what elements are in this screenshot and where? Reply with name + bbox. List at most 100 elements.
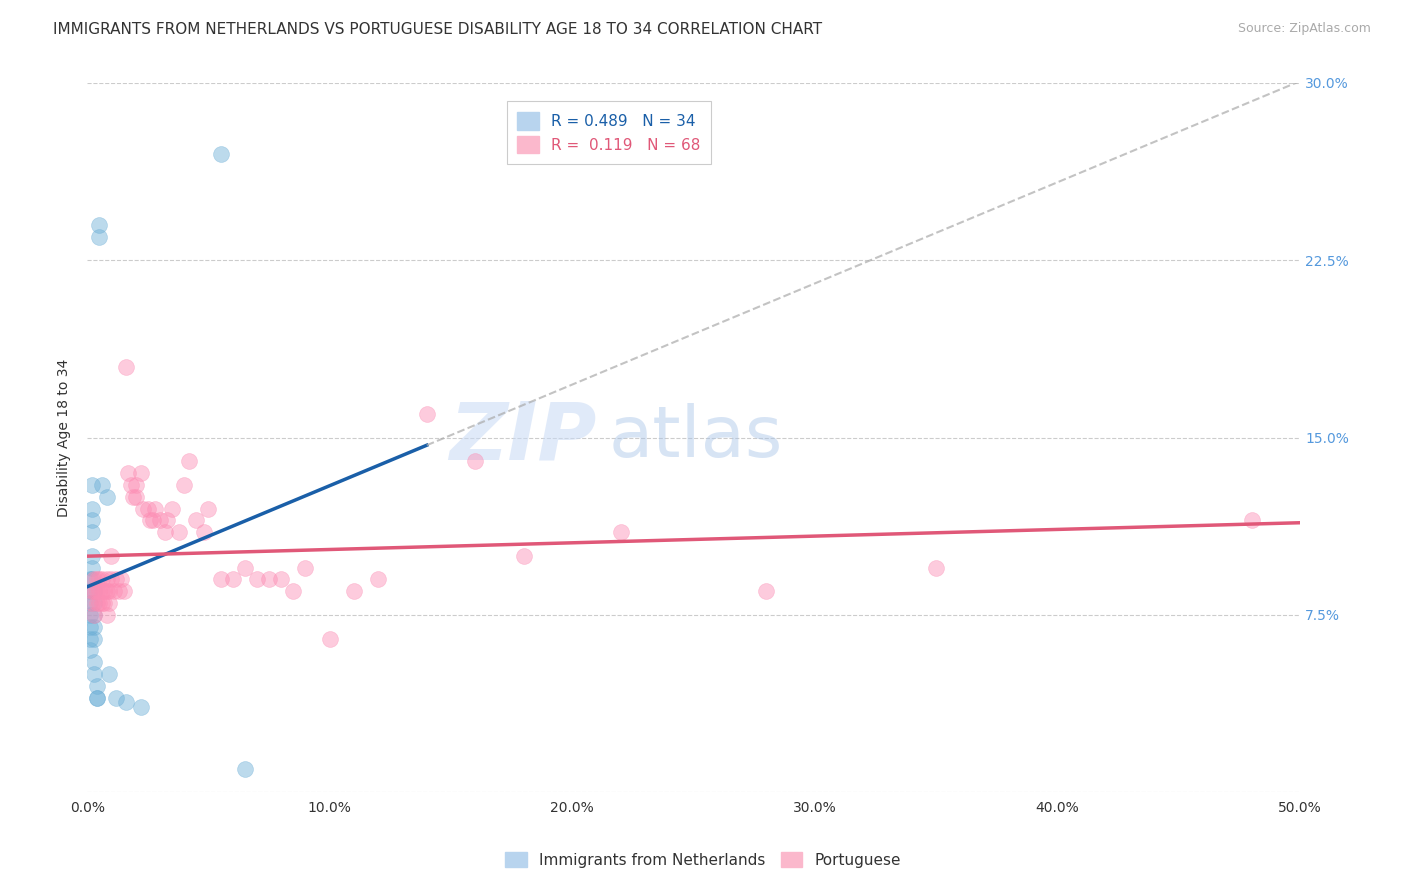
Point — [80, 525, 103, 540]
Text: ZIP: ZIP — [449, 399, 596, 476]
Point — [83, 573, 105, 587]
Point — [139, 513, 162, 527]
Point — [79, 643, 101, 657]
Point — [79, 573, 101, 587]
Point — [89, 218, 111, 232]
Point — [98, 596, 121, 610]
Point — [90, 584, 112, 599]
Point — [169, 525, 191, 540]
Point — [80, 513, 103, 527]
Point — [122, 490, 145, 504]
Point — [110, 573, 132, 587]
Legend: Immigrants from Netherlands, Portuguese: Immigrants from Netherlands, Portuguese — [498, 844, 908, 875]
Point — [343, 584, 366, 599]
Point — [98, 667, 121, 681]
Point — [83, 596, 105, 610]
Point — [83, 607, 105, 622]
Point — [257, 573, 280, 587]
Point — [209, 573, 232, 587]
Point — [149, 513, 172, 527]
Legend: R = 0.489   N = 34, R =  0.119   N = 68: R = 0.489 N = 34, R = 0.119 N = 68 — [506, 101, 711, 164]
Point — [136, 501, 159, 516]
Text: Source: ZipAtlas.com: Source: ZipAtlas.com — [1237, 22, 1371, 36]
Point — [283, 584, 305, 599]
Point — [124, 490, 146, 504]
Point — [233, 560, 256, 574]
Point — [112, 584, 135, 599]
Point — [86, 596, 108, 610]
Point — [153, 525, 176, 540]
Point — [80, 596, 103, 610]
Point — [96, 584, 118, 599]
Point — [79, 620, 101, 634]
Y-axis label: Disability Age 18 to 34: Disability Age 18 to 34 — [58, 359, 72, 516]
Point — [233, 762, 256, 776]
Point — [86, 690, 108, 705]
Point — [186, 513, 208, 527]
Point — [117, 466, 139, 480]
Point — [105, 573, 128, 587]
Point — [124, 478, 146, 492]
Point — [143, 501, 166, 516]
Point — [96, 607, 118, 622]
Point — [83, 632, 105, 646]
Point — [98, 584, 121, 599]
Point — [246, 573, 269, 587]
Point — [86, 573, 108, 587]
Point — [80, 501, 103, 516]
Point — [115, 695, 138, 709]
Point — [197, 501, 219, 516]
Point — [610, 525, 633, 540]
Point — [79, 584, 101, 599]
Point — [80, 584, 103, 599]
Point — [90, 478, 112, 492]
Point — [115, 359, 138, 374]
Point — [86, 584, 108, 599]
Point — [90, 573, 112, 587]
Point — [129, 700, 152, 714]
Point — [89, 229, 111, 244]
Point — [89, 584, 111, 599]
Point — [319, 632, 342, 646]
Point — [89, 596, 111, 610]
Point — [80, 549, 103, 563]
Point — [294, 560, 316, 574]
Point — [107, 584, 129, 599]
Point — [173, 478, 195, 492]
Point — [156, 513, 179, 527]
Point — [80, 560, 103, 574]
Point — [83, 620, 105, 634]
Point — [209, 146, 232, 161]
Point — [86, 679, 108, 693]
Point — [79, 632, 101, 646]
Point — [100, 573, 122, 587]
Point — [93, 596, 115, 610]
Point — [129, 466, 152, 480]
Point — [80, 478, 103, 492]
Point — [89, 573, 111, 587]
Point — [86, 690, 108, 705]
Point — [83, 607, 105, 622]
Point — [755, 584, 778, 599]
Point — [120, 478, 142, 492]
Point — [270, 573, 292, 587]
Point — [83, 655, 105, 669]
Point — [925, 560, 948, 574]
Point — [193, 525, 215, 540]
Point — [464, 454, 486, 468]
Point — [103, 584, 125, 599]
Point — [90, 596, 112, 610]
Point — [142, 513, 165, 527]
Point — [132, 501, 155, 516]
Point — [93, 584, 115, 599]
Point — [177, 454, 200, 468]
Text: IMMIGRANTS FROM NETHERLANDS VS PORTUGUESE DISABILITY AGE 18 TO 34 CORRELATION CH: IMMIGRANTS FROM NETHERLANDS VS PORTUGUES… — [53, 22, 823, 37]
Point — [513, 549, 536, 563]
Point — [83, 667, 105, 681]
Point — [416, 407, 439, 421]
Point — [83, 584, 105, 599]
Point — [222, 573, 245, 587]
Point — [1240, 513, 1263, 527]
Point — [79, 607, 101, 622]
Point — [96, 490, 118, 504]
